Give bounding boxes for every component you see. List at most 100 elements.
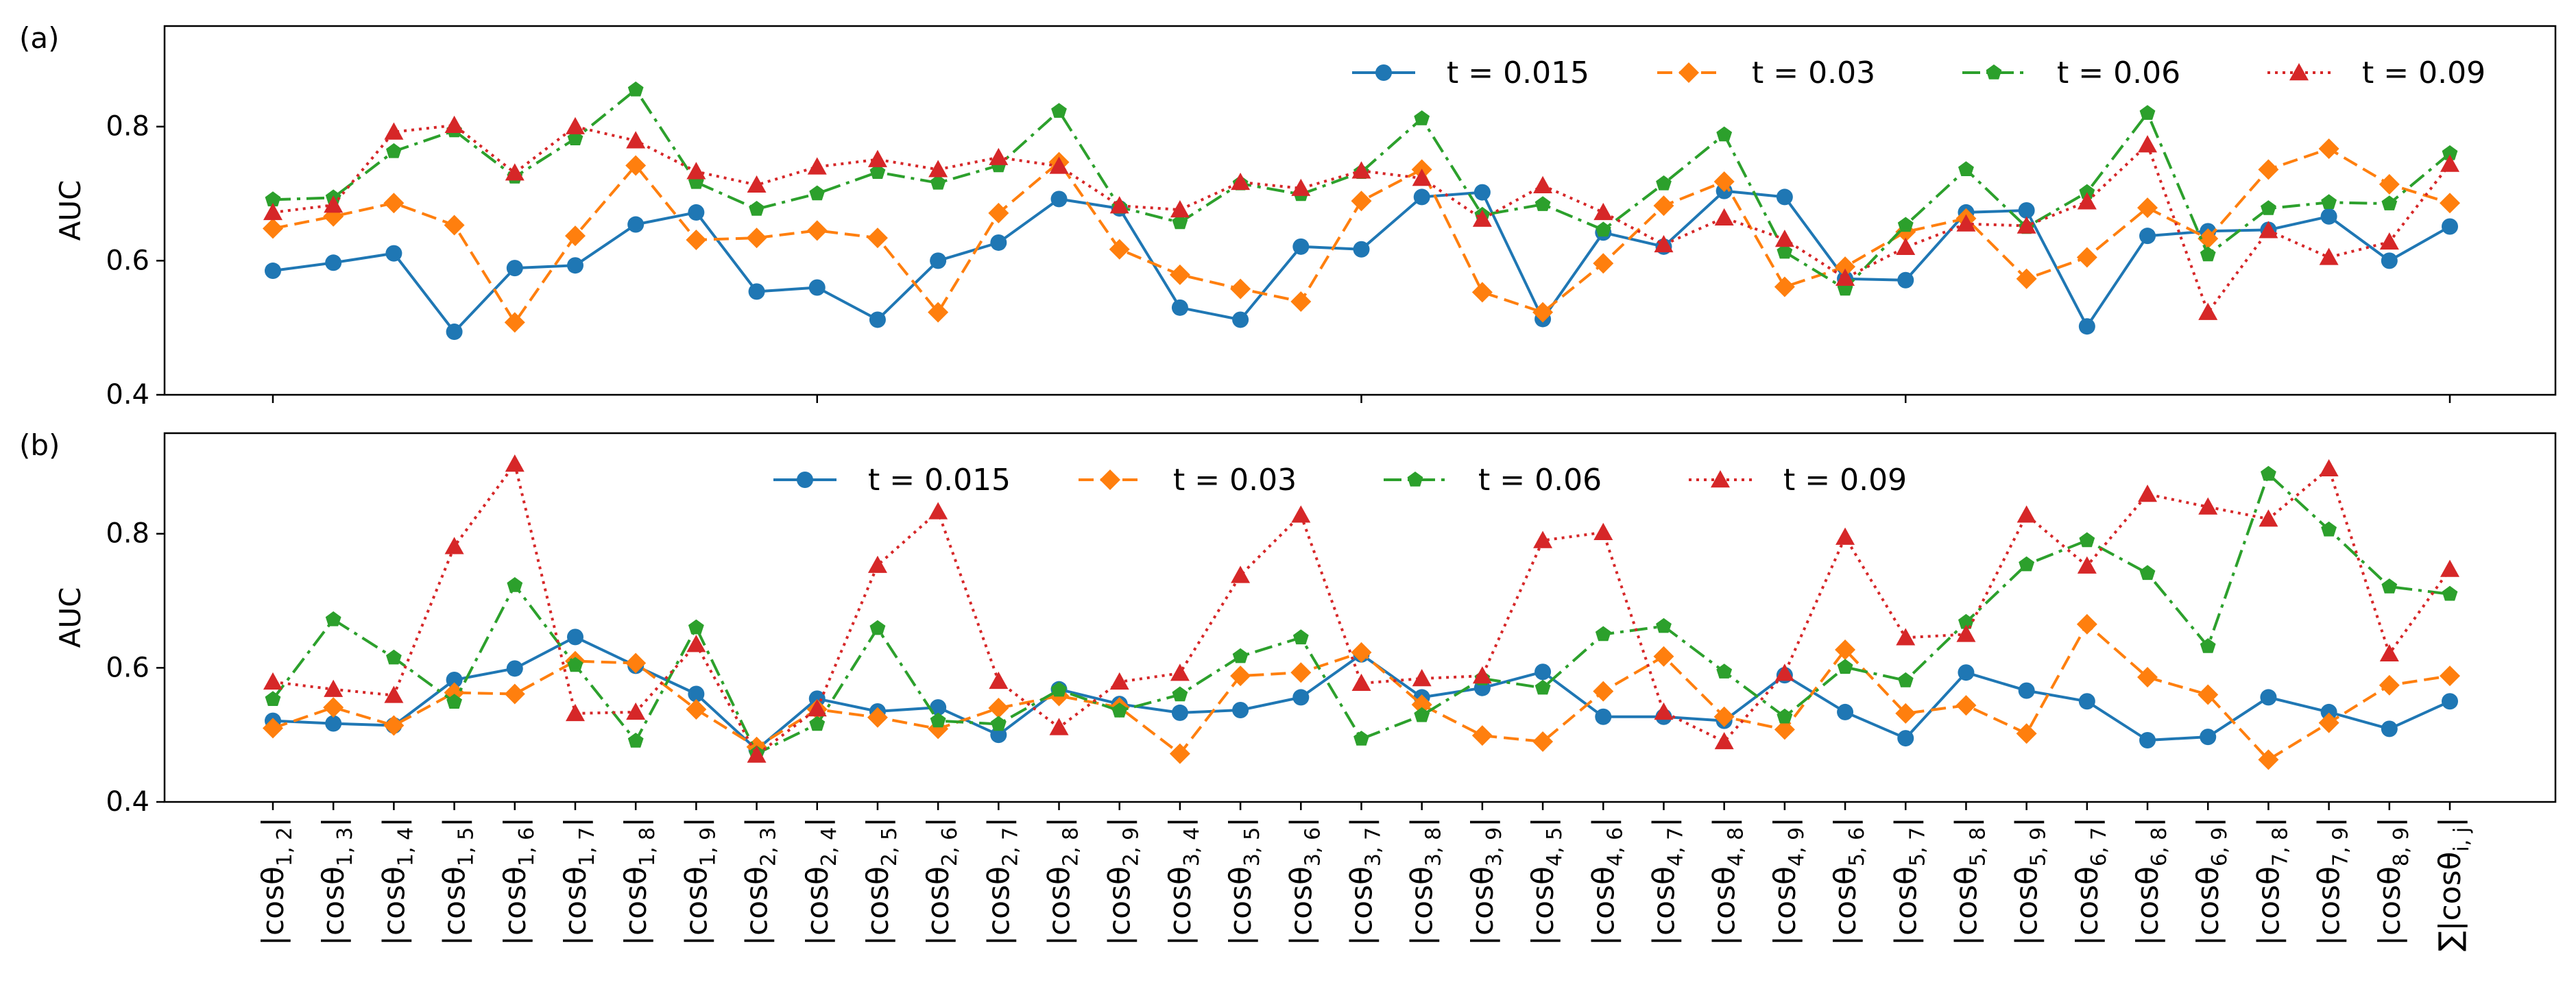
data-point <box>1955 695 1977 716</box>
data-point <box>2139 732 2156 749</box>
data-point <box>1290 662 1312 683</box>
data-point <box>2017 505 2036 523</box>
x-tick-label: |cosθ3, 8| <box>1405 817 1446 946</box>
legend-item: t = 0.09 <box>1689 463 1907 498</box>
data-point <box>627 81 644 97</box>
data-point <box>1774 276 1795 297</box>
data-point <box>1111 703 1128 718</box>
data-point <box>930 174 946 190</box>
data-point <box>1897 271 1914 289</box>
data-point <box>686 635 706 653</box>
data-point <box>564 225 586 247</box>
data-point <box>1774 719 1795 740</box>
data-point <box>806 220 828 241</box>
data-point <box>867 555 887 573</box>
data-point <box>749 201 765 216</box>
data-point <box>2381 720 2398 737</box>
data-point <box>2077 192 2097 210</box>
legend-marker <box>1986 64 2002 80</box>
data-point <box>567 657 583 672</box>
data-point <box>2260 689 2277 706</box>
x-tick-label: |cosθ3, 6| <box>1284 817 1325 946</box>
data-point <box>1714 208 1734 225</box>
data-point <box>1292 238 1310 255</box>
x-tick-label: |cosθ1, 4| <box>376 817 418 946</box>
data-point <box>1351 642 1372 663</box>
data-point <box>1169 743 1190 764</box>
data-point <box>1835 527 1855 545</box>
data-point <box>2318 138 2339 160</box>
data-point <box>2442 145 2458 160</box>
data-point <box>627 216 645 233</box>
x-tick-label: |cosθ5, 7| <box>1888 817 1929 946</box>
legend-label: t = 0.015 <box>868 463 1011 498</box>
y-tick-label: 0.8 <box>106 111 149 143</box>
data-point <box>1413 188 1430 206</box>
x-tick-label: |cosθ2, 9| <box>1103 817 1144 946</box>
x-tick-label: |cosθ1, 7| <box>558 817 599 946</box>
data-point <box>1774 663 1794 681</box>
legend-label: t = 0.06 <box>1478 463 1602 498</box>
data-point <box>1774 230 1794 247</box>
data-point <box>2198 302 2218 320</box>
data-point <box>444 682 465 703</box>
data-point <box>1291 178 1311 196</box>
data-point <box>1170 663 1190 681</box>
data-point <box>383 193 405 214</box>
data-point <box>686 162 706 180</box>
x-tick-label: |cosθ1, 6| <box>498 817 539 946</box>
data-point <box>2379 674 2400 696</box>
x-tick-label: |cosθ2, 4| <box>800 817 841 946</box>
data-point <box>565 117 585 134</box>
data-point <box>2077 556 2097 574</box>
data-point <box>808 690 826 707</box>
data-point <box>2318 712 2339 733</box>
legend-label: t = 0.06 <box>2057 56 2180 90</box>
data-point <box>1835 639 1856 660</box>
x-tick-label: |cosθ4, 5| <box>1526 817 1567 946</box>
data-point <box>2198 497 2218 515</box>
data-point <box>2440 193 2460 214</box>
data-point <box>1412 669 1432 687</box>
data-point <box>1656 618 1672 633</box>
data-point <box>1172 686 1188 702</box>
panel-label: (b) <box>19 428 60 462</box>
panel-a: 0.4 0.6 0.8 AUC (a) t = 0.015 t = 0.03 t = 0.06… <box>19 21 2557 411</box>
x-tick-label: |cosθ2, 5| <box>860 817 902 946</box>
x-tick-label: |cosθ1, 2| <box>256 817 297 946</box>
data-point <box>1533 175 1553 194</box>
data-point <box>1716 126 1733 142</box>
series-t-0-03 <box>263 613 2460 770</box>
data-point <box>444 537 464 554</box>
data-point <box>928 502 948 520</box>
series-t-0-03 <box>263 138 2460 333</box>
data-point <box>748 283 765 300</box>
x-tick-label: |cosθ7, 9| <box>2312 817 2353 946</box>
x-tick-label: |cosθ1, 8| <box>618 817 660 946</box>
data-point <box>2139 565 2156 581</box>
data-point <box>1593 202 1613 221</box>
x-tick-label: |cosθ8, 9| <box>2372 817 2414 946</box>
data-point <box>2259 509 2278 527</box>
data-point <box>325 254 342 271</box>
data-point <box>1414 110 1430 125</box>
data-point <box>747 175 767 193</box>
data-point <box>1595 708 1612 725</box>
x-tick-label: |cosθ6, 7| <box>2070 817 2111 946</box>
data-point <box>2261 465 2276 481</box>
data-point <box>2379 644 2399 662</box>
x-tick-label: |cosθ2, 8| <box>1042 817 1083 946</box>
panel-b: 0.4 0.6 0.8 AUC (b) t = 0.015 t = 0.03 t = 0.06… <box>19 428 2557 818</box>
data-point <box>1231 172 1251 191</box>
data-point <box>505 163 525 181</box>
series-line <box>272 123 2451 314</box>
data-point <box>1532 302 1554 323</box>
data-point <box>324 679 344 697</box>
series-line <box>272 189 2451 334</box>
data-point <box>988 698 1009 719</box>
x-tick-label: |cosθ4, 7| <box>1646 817 1687 946</box>
data-point <box>2442 218 2458 235</box>
data-point <box>2319 247 2339 265</box>
data-point <box>263 718 283 739</box>
